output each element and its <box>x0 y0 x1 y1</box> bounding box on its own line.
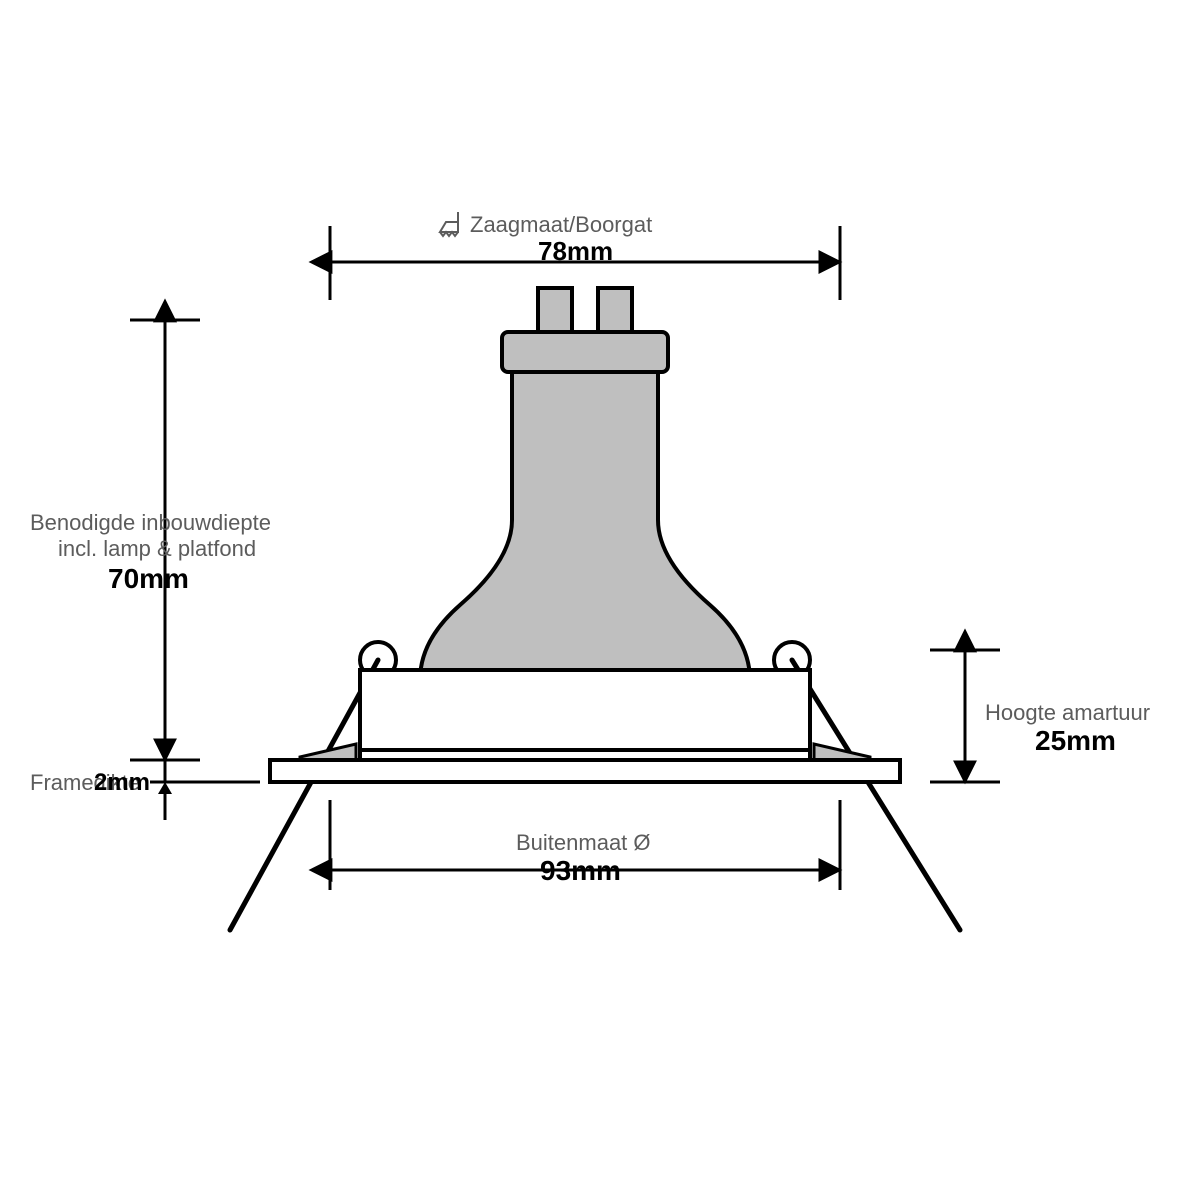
lamp-neck <box>502 332 668 372</box>
dimension-diagram: Zaagmaat/Boorgat 78mm Benodigde inbouwdi… <box>0 0 1200 1200</box>
lamp-pin-right <box>598 288 632 332</box>
lamp-body <box>420 372 750 690</box>
frame-value: 2mm <box>94 769 150 796</box>
right-value: 25mm <box>1035 725 1116 756</box>
clip-wire-left <box>230 660 378 930</box>
left-value: 70mm <box>108 563 189 594</box>
clip-wire-right <box>792 660 960 930</box>
saw-icon <box>440 212 458 236</box>
inner-ring <box>360 670 810 750</box>
lamp-pin-left <box>538 288 572 332</box>
outer-flange <box>270 760 900 782</box>
top-label: Zaagmaat/Boorgat <box>470 212 652 237</box>
left-label-1: Benodigde inbouwdiepte <box>30 510 271 535</box>
bottom-value: 93mm <box>540 855 621 886</box>
top-value: 78mm <box>538 236 613 266</box>
right-label: Hoogte amartuur <box>985 700 1150 725</box>
bottom-label: Buitenmaat Ø <box>516 830 651 855</box>
left-label-2: incl. lamp & platfond <box>58 536 256 561</box>
